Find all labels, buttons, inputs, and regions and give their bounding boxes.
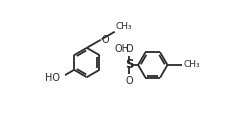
Text: O: O (101, 35, 108, 45)
Text: OH: OH (114, 44, 129, 54)
Text: CH₃: CH₃ (182, 60, 199, 70)
Text: CH₃: CH₃ (115, 22, 131, 31)
Text: S: S (124, 58, 133, 71)
Text: HO: HO (45, 73, 59, 83)
Text: O: O (125, 76, 133, 86)
Text: O: O (125, 44, 133, 54)
